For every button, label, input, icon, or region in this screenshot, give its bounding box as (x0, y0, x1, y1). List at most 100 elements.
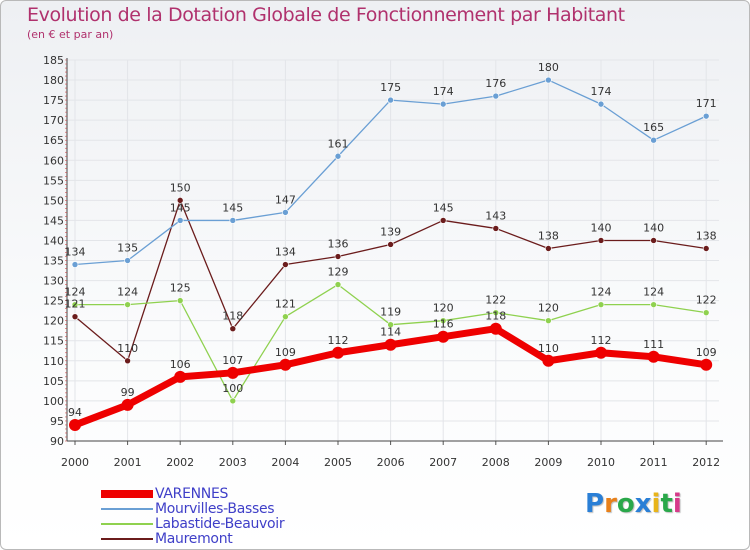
data-point (334, 281, 342, 288)
data-point (282, 313, 289, 320)
data-label: 121 (275, 298, 296, 311)
data-label: 143 (485, 209, 506, 222)
data-label: 136 (328, 238, 349, 251)
data-label: 120 (538, 302, 559, 315)
legend-item: Mourvilles-Basses (101, 501, 284, 517)
x-tick-label: 2009 (534, 456, 562, 469)
data-point (439, 100, 447, 108)
data-point (492, 225, 500, 232)
proxiti-logo: Proxiti (585, 489, 682, 519)
data-label: 171 (696, 97, 717, 110)
data-point (545, 245, 552, 252)
x-tick-label: 2000 (61, 456, 89, 469)
data-point (542, 354, 555, 367)
logo-letter: o (616, 489, 635, 519)
legend-item: Mauremont (101, 530, 284, 547)
data-point (437, 330, 450, 343)
data-label: 109 (696, 346, 717, 359)
data-label: 174 (433, 85, 454, 98)
data-point (439, 217, 447, 224)
y-tick-label: 145 (43, 214, 64, 227)
data-label: 140 (591, 221, 612, 234)
data-point (121, 398, 134, 411)
data-point (545, 76, 552, 84)
logo-letter: x (634, 489, 652, 519)
data-point (595, 346, 607, 359)
data-point (384, 338, 397, 351)
x-tick-label: 2006 (377, 456, 405, 469)
legend-swatch (101, 522, 153, 525)
data-label: 94 (68, 406, 82, 419)
x-tick-label: 2008 (482, 456, 510, 469)
data-point (647, 350, 660, 363)
data-label: 147 (275, 193, 296, 206)
y-tick-label: 185 (43, 54, 64, 67)
data-point (176, 197, 184, 204)
data-point (174, 370, 187, 383)
data-point (71, 301, 79, 308)
data-label: 165 (643, 121, 664, 134)
logo-letter: i (651, 489, 661, 519)
y-tick-label: 100 (43, 395, 64, 408)
legend-item: VARENNES (101, 485, 284, 502)
data-label: 124 (643, 286, 664, 299)
data-label: 161 (328, 137, 349, 150)
data-point (124, 257, 131, 264)
data-point (650, 237, 657, 244)
data-point (492, 92, 500, 100)
data-point (489, 322, 502, 335)
data-point (334, 253, 342, 260)
data-label: 180 (538, 61, 559, 74)
data-point (226, 366, 239, 379)
data-label: 125 (170, 282, 191, 295)
y-tick-label: 120 (43, 315, 64, 328)
data-point (124, 357, 131, 365)
data-label: 121 (65, 298, 86, 311)
data-label: 138 (538, 229, 559, 242)
data-point (176, 217, 184, 224)
data-label: 135 (117, 242, 138, 255)
data-point (229, 217, 237, 224)
data-point (176, 297, 184, 304)
data-label: 111 (643, 338, 664, 351)
data-label: 176 (485, 77, 506, 90)
y-tick-label: 130 (43, 275, 64, 288)
chart-legend: VARENNES Mourvilles-Basses Labastide-Beauv… (101, 485, 285, 547)
chart-title: Evolution de la Dotation Globale de Fonc… (27, 4, 625, 26)
y-tick-label: 95 (50, 415, 64, 428)
data-label: 134 (275, 246, 296, 259)
x-tick-label: 2001 (114, 456, 142, 469)
data-point (282, 209, 289, 216)
legend-label: VARENNES (155, 485, 229, 502)
x-tick-label: 2004 (271, 456, 299, 469)
data-label: 106 (170, 358, 191, 371)
data-point (334, 152, 342, 160)
data-label: 140 (643, 221, 664, 234)
data-label: 116 (433, 318, 454, 331)
x-tick-label: 2002 (166, 456, 194, 469)
data-point (439, 317, 447, 324)
data-label: 122 (696, 294, 717, 307)
x-tick-label: 2011 (640, 456, 668, 469)
logo-letter: t (660, 489, 673, 519)
data-point (124, 301, 131, 308)
legend-label: Mauremont (155, 530, 233, 547)
data-label: 134 (65, 246, 86, 259)
data-label: 107 (222, 354, 243, 367)
chart-subtitle: (en € et par an) (27, 28, 114, 41)
data-point (69, 418, 81, 431)
y-tick-label: 110 (43, 355, 64, 368)
data-label: 122 (485, 294, 506, 307)
data-label: 119 (380, 306, 401, 319)
data-point (387, 96, 394, 104)
data-label: 145 (222, 201, 243, 214)
data-point (702, 112, 710, 120)
y-tick-label: 155 (43, 174, 64, 187)
data-label: 118 (222, 310, 243, 323)
data-label: 100 (222, 382, 243, 395)
data-label: 110 (117, 342, 138, 355)
data-point (702, 245, 710, 252)
data-point (229, 397, 237, 405)
data-label: 112 (328, 334, 349, 347)
